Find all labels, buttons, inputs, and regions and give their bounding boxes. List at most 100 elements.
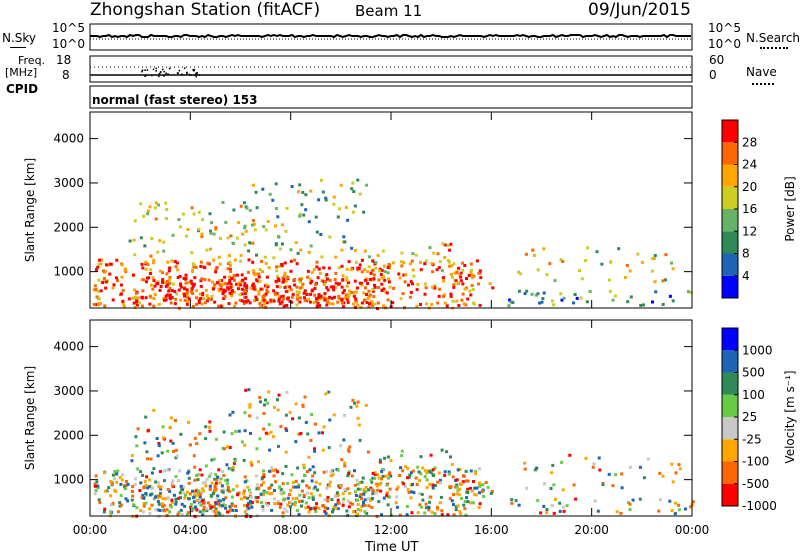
data-cell <box>124 483 128 487</box>
data-cell <box>294 485 297 489</box>
data-cell <box>172 282 175 286</box>
data-cell <box>285 304 289 307</box>
data-cell <box>306 269 310 273</box>
data-cell <box>309 189 313 193</box>
data-cell <box>142 504 146 508</box>
data-cell <box>248 414 252 418</box>
data-cell <box>374 261 378 265</box>
data-cell <box>398 513 402 517</box>
data-cell <box>532 253 536 257</box>
data-cell <box>409 496 413 500</box>
data-cell <box>126 482 130 486</box>
data-cell <box>684 507 687 511</box>
data-cell <box>254 499 258 503</box>
data-cell <box>150 237 154 240</box>
data-cell <box>94 474 98 478</box>
data-cell <box>228 275 231 279</box>
data-cell <box>237 281 241 285</box>
data-cell <box>187 481 191 485</box>
data-cell <box>262 298 266 302</box>
data-cell <box>124 497 128 501</box>
data-cell <box>156 500 160 504</box>
data-cell <box>228 263 232 267</box>
data-cell <box>136 303 139 307</box>
data-cell <box>228 260 232 264</box>
data-cell <box>202 297 206 301</box>
data-cell <box>629 295 633 299</box>
data-cell <box>369 271 373 275</box>
data-cell <box>210 221 214 225</box>
data-cell <box>257 290 261 294</box>
data-cell <box>671 267 675 271</box>
data-cell <box>198 468 202 472</box>
data-cell <box>94 288 98 291</box>
data-cell <box>288 285 292 289</box>
data-cell <box>187 476 191 480</box>
data-cell <box>428 246 432 250</box>
data-cell <box>585 300 589 304</box>
data-cell <box>153 284 157 288</box>
data-cell <box>218 262 222 266</box>
data-cell <box>373 476 377 480</box>
data-cell <box>296 297 299 301</box>
data-cell <box>144 492 148 495</box>
data-cell <box>191 284 195 288</box>
data-cell <box>166 497 170 501</box>
data-cell <box>146 209 150 213</box>
data-cell <box>553 279 557 283</box>
colorbar-tick-label: -25 <box>742 432 762 446</box>
data-cell <box>360 270 364 274</box>
data-cell <box>363 249 367 253</box>
data-cell <box>317 198 321 202</box>
data-cell <box>452 262 456 266</box>
data-cell <box>105 263 108 267</box>
data-cell <box>131 489 134 493</box>
data-cell <box>588 290 592 293</box>
data-cell <box>247 501 251 505</box>
data-cell <box>183 294 187 298</box>
data-cell <box>204 464 208 468</box>
data-cell <box>236 287 240 291</box>
data-cell <box>342 438 346 442</box>
data-cell <box>258 279 262 283</box>
data-cell <box>559 292 563 296</box>
data-cell <box>438 287 442 291</box>
data-cell <box>270 491 274 495</box>
data-cell <box>262 493 265 497</box>
data-cell <box>313 293 317 297</box>
nsearch-legend-line <box>760 47 788 49</box>
data-cell <box>250 463 254 467</box>
data-cell <box>429 495 433 499</box>
data-cell <box>284 290 288 294</box>
data-cell <box>280 302 284 306</box>
data-cell <box>252 269 256 273</box>
data-cell <box>152 467 156 471</box>
data-cell <box>414 253 418 257</box>
data-cell <box>230 504 234 507</box>
data-cell <box>193 491 197 495</box>
data-cell <box>398 474 402 477</box>
data-cell <box>334 281 338 285</box>
data-cell <box>251 223 254 227</box>
data-cell <box>178 491 182 495</box>
data-cell <box>246 503 250 507</box>
data-cell <box>177 510 181 514</box>
data-cell <box>276 502 280 505</box>
data-cell <box>436 480 440 484</box>
data-cell <box>201 509 205 513</box>
data-cell <box>458 509 462 513</box>
data-cell <box>317 506 321 510</box>
data-cell <box>455 492 459 496</box>
data-cell <box>628 465 632 469</box>
data-cell <box>607 278 611 282</box>
data-cell <box>430 303 434 306</box>
data-cell <box>454 279 458 283</box>
data-cell <box>208 487 212 491</box>
data-cell <box>519 272 523 276</box>
data-cell <box>418 492 422 496</box>
data-cell <box>411 268 415 272</box>
data-cell <box>317 296 321 299</box>
data-cell <box>423 511 427 515</box>
data-cell <box>352 294 356 298</box>
data-cell <box>659 498 662 502</box>
